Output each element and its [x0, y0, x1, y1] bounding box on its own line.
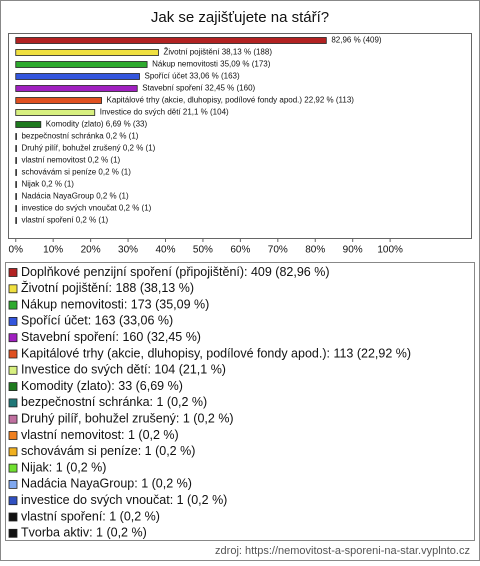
- bar: [15, 73, 140, 80]
- x-tick-label: 30%: [118, 245, 138, 256]
- bar: [15, 61, 148, 68]
- bar-label: Nákup nemovitosti 35,09 % (173): [152, 60, 271, 69]
- legend-swatch: [8, 463, 18, 473]
- bar-label: Spořící účet 33,06 % (163): [145, 72, 241, 81]
- bar: [15, 109, 96, 116]
- bar: [15, 97, 102, 104]
- bar-label: Druhý pilíř, bohužel zrušený 0,2 % (1): [21, 144, 155, 153]
- legend-label: vlastní nemovitost: 1 (0,2 %): [21, 428, 179, 442]
- bar-label: 82,96 % (409): [331, 36, 382, 45]
- bar-label: Stavební spoření 32,45 % (160): [142, 84, 255, 93]
- bar: [15, 49, 159, 56]
- bar: [15, 205, 17, 212]
- legend-label: Komodity (zlato): 33 (6,69 %): [21, 379, 183, 393]
- legend-label: bezpečnostní schránka: 1 (0,2 %): [21, 395, 207, 409]
- x-tick-label: 50%: [193, 245, 213, 256]
- legend-swatch: [8, 333, 18, 343]
- legend-label: Druhý pilíř, bohužel zrušený: 1 (0,2 %): [21, 411, 234, 425]
- legend-swatch: [8, 382, 18, 392]
- legend-label: Nadácia NayaGroup: 1 (0,2 %): [21, 477, 192, 491]
- bar-label: Nadácia NayaGroup 0,2 % (1): [21, 192, 128, 201]
- bar: [15, 145, 17, 152]
- chart-title: Jak se zajišťujete na stáří?: [151, 9, 329, 26]
- legend-swatch: [8, 479, 18, 489]
- bar: [15, 217, 17, 224]
- legend-label: vlastní spoření: 1 (0,2 %): [21, 509, 160, 523]
- legend-swatch: [8, 268, 18, 277]
- bar-label: investice do svých vnoučat 0,2 % (1): [21, 204, 151, 213]
- x-tick-label: 40%: [155, 245, 175, 256]
- legend-label: investice do svých vnoučat: 1 (0,2 %): [21, 493, 227, 507]
- x-tick-label: 10%: [43, 245, 63, 256]
- legend-swatch: [8, 512, 18, 522]
- legend-swatch: [8, 414, 18, 424]
- bar: [15, 37, 327, 44]
- legend-label: schovávám si peníze: 1 (0,2 %): [21, 444, 195, 458]
- legend-label: Životní pojištění: 188 (38,13 %): [21, 280, 194, 295]
- bar-label: Kapitálové trhy (akcie, dluhopisy, podíl…: [107, 96, 355, 105]
- legend-swatch: [8, 365, 18, 375]
- bar-label: vlastní spoření 0,2 % (1): [21, 216, 108, 225]
- bar: [15, 133, 17, 140]
- x-tick-label: 80%: [305, 245, 325, 256]
- bar-label: Investice do svých dětí 21,1 % (104): [100, 108, 229, 117]
- bar: [15, 169, 17, 176]
- legend-swatch: [8, 431, 18, 440]
- source: zdroj: https://nemovitost-a-sporeni-na-s…: [215, 545, 470, 557]
- legend-label: Nákup nemovitosti: 173 (35,09 %): [21, 297, 209, 311]
- legend-swatch: [8, 528, 18, 538]
- x-tick-label: 100%: [377, 245, 403, 256]
- bar-label: Životní pojištění 38,13 % (188): [163, 48, 272, 57]
- bar: [15, 181, 17, 188]
- bar: [15, 121, 42, 128]
- bar: [15, 193, 17, 200]
- x-tick-label: 60%: [230, 245, 250, 256]
- bar-label: vlastní nemovitost 0,2 % (1): [21, 156, 120, 165]
- legend-swatch: [8, 349, 18, 359]
- legend-label: Spořící účet: 163 (33,06 %): [21, 314, 173, 328]
- x-tick-label: 20%: [81, 245, 101, 256]
- bar-label: bezpečnostní schránka 0,2 % (1): [21, 132, 138, 141]
- legend-swatch: [8, 447, 18, 457]
- legend-swatch: [8, 496, 18, 506]
- bar-label: schovávám si peníze 0,2 % (1): [21, 168, 131, 177]
- legend-swatch: [8, 316, 18, 326]
- x-tick-label: 90%: [343, 245, 363, 256]
- legend-label: Investice do svých dětí: 104 (21,1 %): [21, 363, 226, 377]
- bar: [15, 157, 17, 164]
- bar-label: Nijak 0,2 % (1): [21, 180, 74, 189]
- x-tick-label: 70%: [268, 245, 288, 256]
- legend-label: Nijak: 1 (0,2 %): [21, 460, 106, 474]
- bar: [15, 85, 138, 92]
- legend-frame: [5, 262, 475, 541]
- x-tick-label: 0%: [9, 245, 24, 256]
- legend-swatch: [8, 398, 18, 408]
- bar-label: Komodity (zlato) 6,69 % (33): [46, 120, 148, 129]
- legend-label: Doplňkové penzijní spoření (připojištění…: [21, 265, 330, 279]
- legend-label: Stavební spoření: 160 (32,45 %): [21, 330, 201, 344]
- legend-label: Kapitálové trhy (akcie, dluhopisy, podíl…: [21, 346, 411, 360]
- legend-swatch: [8, 300, 18, 310]
- legend-label: Tvorba aktiv: 1 (0,2 %): [21, 526, 147, 540]
- legend-swatch: [8, 284, 18, 294]
